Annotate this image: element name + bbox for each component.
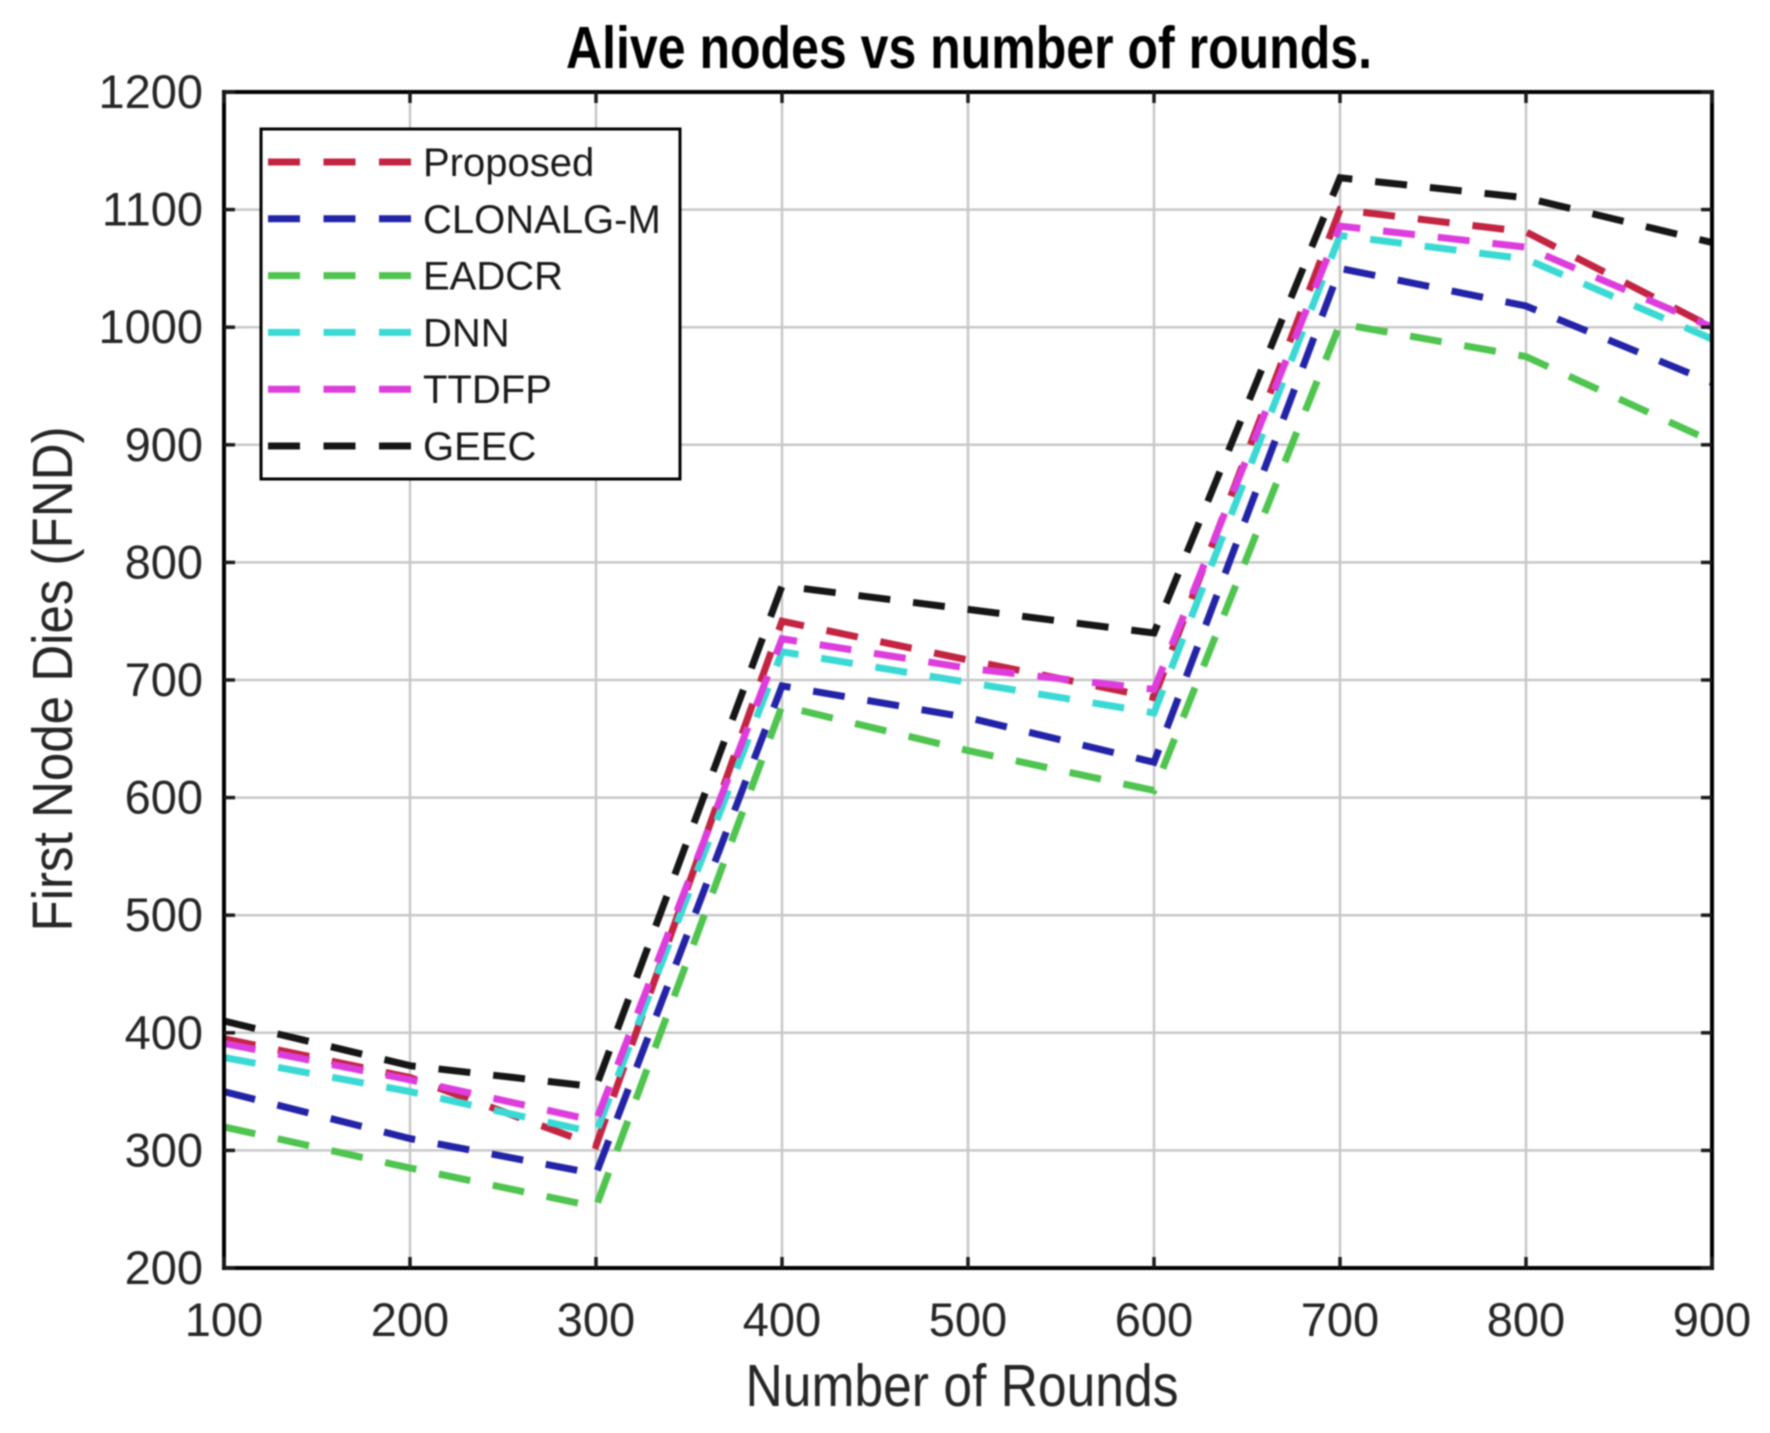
svg-text:400: 400 [125, 1006, 203, 1059]
svg-text:TTDFP: TTDFP [423, 368, 552, 412]
svg-text:1100: 1100 [102, 183, 203, 236]
svg-text:600: 600 [1115, 1293, 1193, 1346]
svg-text:1000: 1000 [98, 300, 203, 353]
svg-text:200: 200 [125, 1241, 203, 1294]
svg-text:CLONALG-M: CLONALG-M [423, 198, 661, 242]
svg-text:500: 500 [125, 888, 203, 941]
svg-text:500: 500 [929, 1293, 1007, 1346]
svg-text:300: 300 [125, 1123, 203, 1176]
svg-text:400: 400 [743, 1293, 821, 1346]
svg-text:GEEC: GEEC [423, 425, 536, 469]
svg-text:EADCR: EADCR [423, 255, 563, 299]
svg-text:600: 600 [125, 771, 203, 824]
svg-text:800: 800 [1487, 1293, 1565, 1346]
svg-text:800: 800 [125, 535, 203, 588]
svg-text:300: 300 [557, 1293, 635, 1346]
svg-text:Alive nodes vs number of round: Alive nodes vs number of rounds. [566, 15, 1372, 81]
svg-text:100: 100 [185, 1293, 263, 1346]
svg-text:900: 900 [1673, 1293, 1751, 1346]
svg-text:900: 900 [125, 418, 203, 471]
svg-text:Number of Rounds: Number of Rounds [746, 1353, 1179, 1419]
svg-text:First Node Dies (FND): First Node Dies (FND) [21, 427, 85, 932]
svg-text:1200: 1200 [98, 65, 203, 118]
svg-text:700: 700 [1301, 1293, 1379, 1346]
svg-text:DNN: DNN [423, 311, 510, 355]
svg-text:Proposed: Proposed [423, 141, 594, 185]
svg-text:200: 200 [371, 1293, 449, 1346]
svg-text:700: 700 [125, 653, 203, 706]
